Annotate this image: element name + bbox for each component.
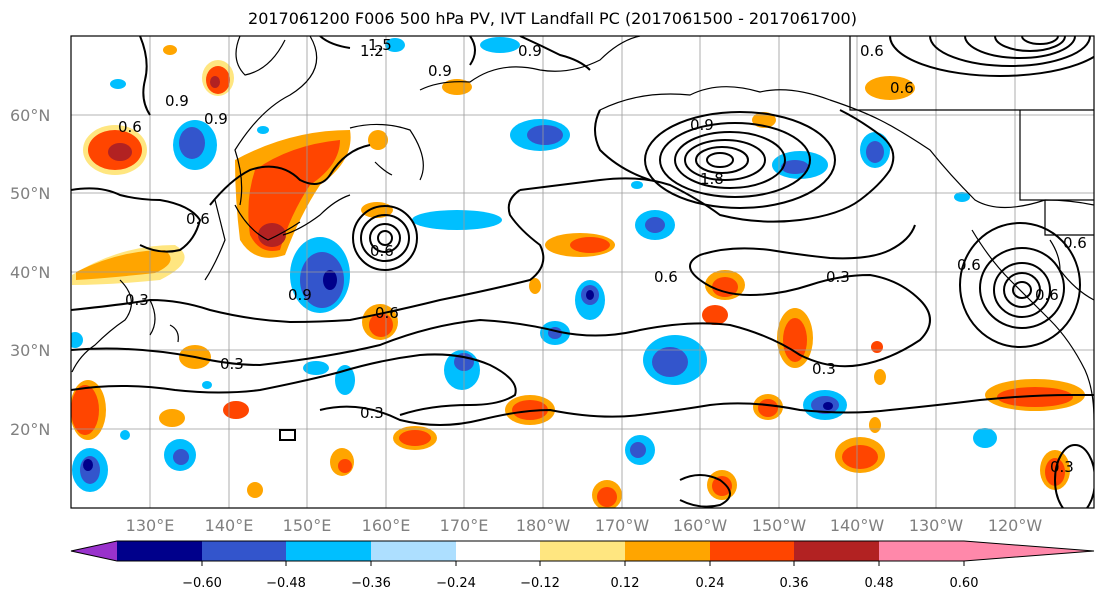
contour-label: 0.6 bbox=[654, 268, 678, 286]
colorbar-tick: 0.48 bbox=[865, 576, 894, 591]
lat-label: 60°N bbox=[10, 106, 50, 125]
colorbar-outline bbox=[70, 540, 1095, 562]
contour-label: 0.9 bbox=[690, 116, 714, 134]
lon-label: 170°E bbox=[440, 516, 489, 535]
lon-label: 120°W bbox=[988, 516, 1043, 535]
contour-label: 0.3 bbox=[220, 355, 244, 373]
contour-label: 0.6 bbox=[186, 210, 210, 228]
latitude-labels: 60°N 50°N 40°N 30°N 20°N bbox=[10, 106, 50, 439]
map-title: 2017061200 F006 500 hPa PV, IVT Landfall… bbox=[248, 9, 857, 28]
coastlines bbox=[71, 36, 1094, 421]
lon-label: 150°W bbox=[752, 516, 807, 535]
contour-label: 0.9 bbox=[165, 92, 189, 110]
colorbar-tick: 0.36 bbox=[780, 576, 809, 591]
contour-label: 1.2 bbox=[360, 42, 384, 60]
contour-label: 0.3 bbox=[125, 291, 149, 309]
colorbar-segment bbox=[202, 541, 286, 561]
lat-label: 40°N bbox=[10, 263, 50, 282]
contour-label: 0.9 bbox=[518, 42, 542, 60]
contour-label: 0.3 bbox=[812, 360, 836, 378]
colorbar-segment bbox=[117, 541, 202, 561]
lon-label: 140°E bbox=[205, 516, 254, 535]
contour-label: 0.6 bbox=[1035, 286, 1059, 304]
contour-label: 0.6 bbox=[118, 118, 142, 136]
colorbar-segment bbox=[456, 541, 540, 561]
lat-label: 30°N bbox=[10, 341, 50, 360]
colorbar-tick: −0.48 bbox=[266, 576, 306, 591]
contour-label: 0.3 bbox=[1050, 458, 1074, 476]
contour-label: 0.3 bbox=[826, 268, 850, 286]
colorbar-tick: −0.36 bbox=[351, 576, 391, 591]
contour-label: 0.6 bbox=[1063, 234, 1087, 252]
colorbar-tick: 0.24 bbox=[696, 576, 725, 591]
contour-label: 0.6 bbox=[890, 79, 914, 97]
pv-shading bbox=[71, 37, 1085, 508]
colorbar-segment bbox=[540, 541, 625, 561]
colorbar-segment bbox=[371, 541, 456, 561]
contour-label: 0.9 bbox=[288, 286, 312, 304]
contour-label: 1.8 bbox=[700, 170, 724, 188]
colorbar-segment bbox=[286, 541, 371, 561]
lon-label: 130°W bbox=[909, 516, 964, 535]
colorbar: −0.60 −0.48 −0.36 −0.24 −0.12 0.12 0.24 … bbox=[70, 540, 1095, 591]
lon-label: 170°W bbox=[595, 516, 650, 535]
lon-label: 180°W bbox=[516, 516, 571, 535]
colorbar-extend-high bbox=[964, 541, 1094, 561]
lon-label: 160°W bbox=[673, 516, 728, 535]
lat-label: 50°N bbox=[10, 184, 50, 203]
contour-labels: 1.2 1.5 0.9 0.9 0.9 0.9 0.6 0.6 0.6 0.6 … bbox=[118, 36, 1087, 476]
graticule bbox=[71, 36, 1094, 508]
lat-label: 20°N bbox=[10, 420, 50, 439]
colorbar-tick: −0.12 bbox=[520, 576, 560, 591]
longitude-labels: 130°E 140°E 150°E 160°E 170°E 180°W 170°… bbox=[126, 516, 1043, 535]
contour-lines bbox=[71, 36, 1094, 426]
colorbar-tick: 0.12 bbox=[611, 576, 640, 591]
contour-label: 0.6 bbox=[957, 256, 981, 274]
contour-label: 0.6 bbox=[375, 304, 399, 322]
contour-label: 0.9 bbox=[204, 110, 228, 128]
map-frame bbox=[70, 35, 1095, 509]
lon-label: 160°E bbox=[362, 516, 411, 535]
colorbar-segment bbox=[879, 541, 964, 561]
colorbar-extend-low bbox=[71, 541, 117, 561]
contour-label: 0.6 bbox=[370, 242, 394, 260]
lows bbox=[279, 36, 1094, 508]
colorbar-tick: 0.60 bbox=[950, 576, 979, 591]
contour-label: 0.9 bbox=[428, 62, 452, 80]
lon-label: 130°E bbox=[126, 516, 175, 535]
contour-label: 0.6 bbox=[860, 42, 884, 60]
colorbar-tick: −0.24 bbox=[436, 576, 476, 591]
lon-label: 150°E bbox=[283, 516, 332, 535]
colorbar-segment bbox=[625, 541, 710, 561]
colorbar-segment bbox=[794, 541, 879, 561]
colorbar-segment bbox=[710, 541, 794, 561]
lon-label: 140°W bbox=[830, 516, 885, 535]
contour-label: 0.3 bbox=[360, 404, 384, 422]
colorbar-tick: −0.60 bbox=[182, 576, 222, 591]
contour-label: 1.5 bbox=[368, 36, 392, 54]
